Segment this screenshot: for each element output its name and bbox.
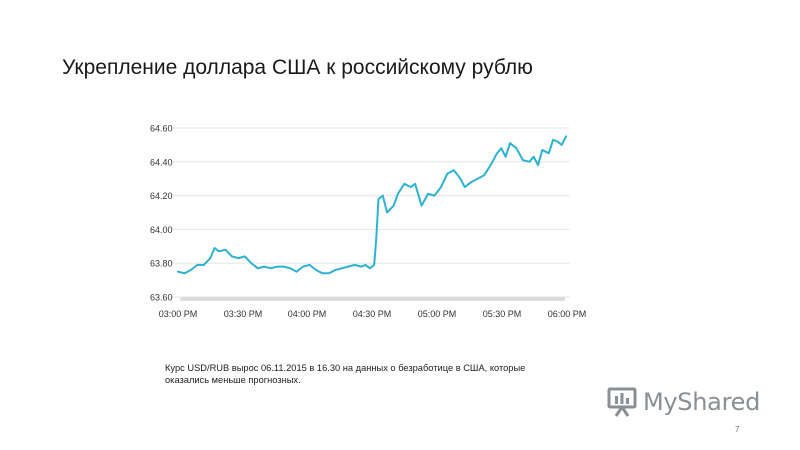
y-tick-label: 63.80 <box>150 259 173 269</box>
x-tick-label: 03:30 PM <box>224 309 263 319</box>
time-range-scrollbar <box>180 297 565 301</box>
myshared-logo: MyShared <box>606 386 760 418</box>
x-tick-label: 04:30 PM <box>353 309 392 319</box>
series-line <box>177 135 567 275</box>
page-number: 7 <box>735 425 740 434</box>
slide-caption: Курс USD/RUB вырос 06.11.2015 в 16.30 на… <box>165 363 526 385</box>
x-tick-label: 06:00 PM <box>548 309 587 319</box>
y-tick-label: 64.60 <box>150 124 173 134</box>
y-tick-label: 63.60 <box>150 293 173 303</box>
logo-text: MyShared <box>643 388 761 416</box>
y-tick-label: 64.40 <box>150 157 173 167</box>
x-tick-label: 05:30 PM <box>483 309 522 319</box>
x-tick-label: 05:00 PM <box>418 309 457 319</box>
x-tick-label: 03:00 PM <box>159 309 198 319</box>
presentation-board-icon <box>607 387 637 417</box>
x-tick-label: 04:00 PM <box>288 309 327 319</box>
y-tick-label: 64.20 <box>150 191 173 201</box>
slide-title: Укрепление доллара США к российскому руб… <box>62 56 533 79</box>
y-tick-label: 64.00 <box>150 225 173 235</box>
